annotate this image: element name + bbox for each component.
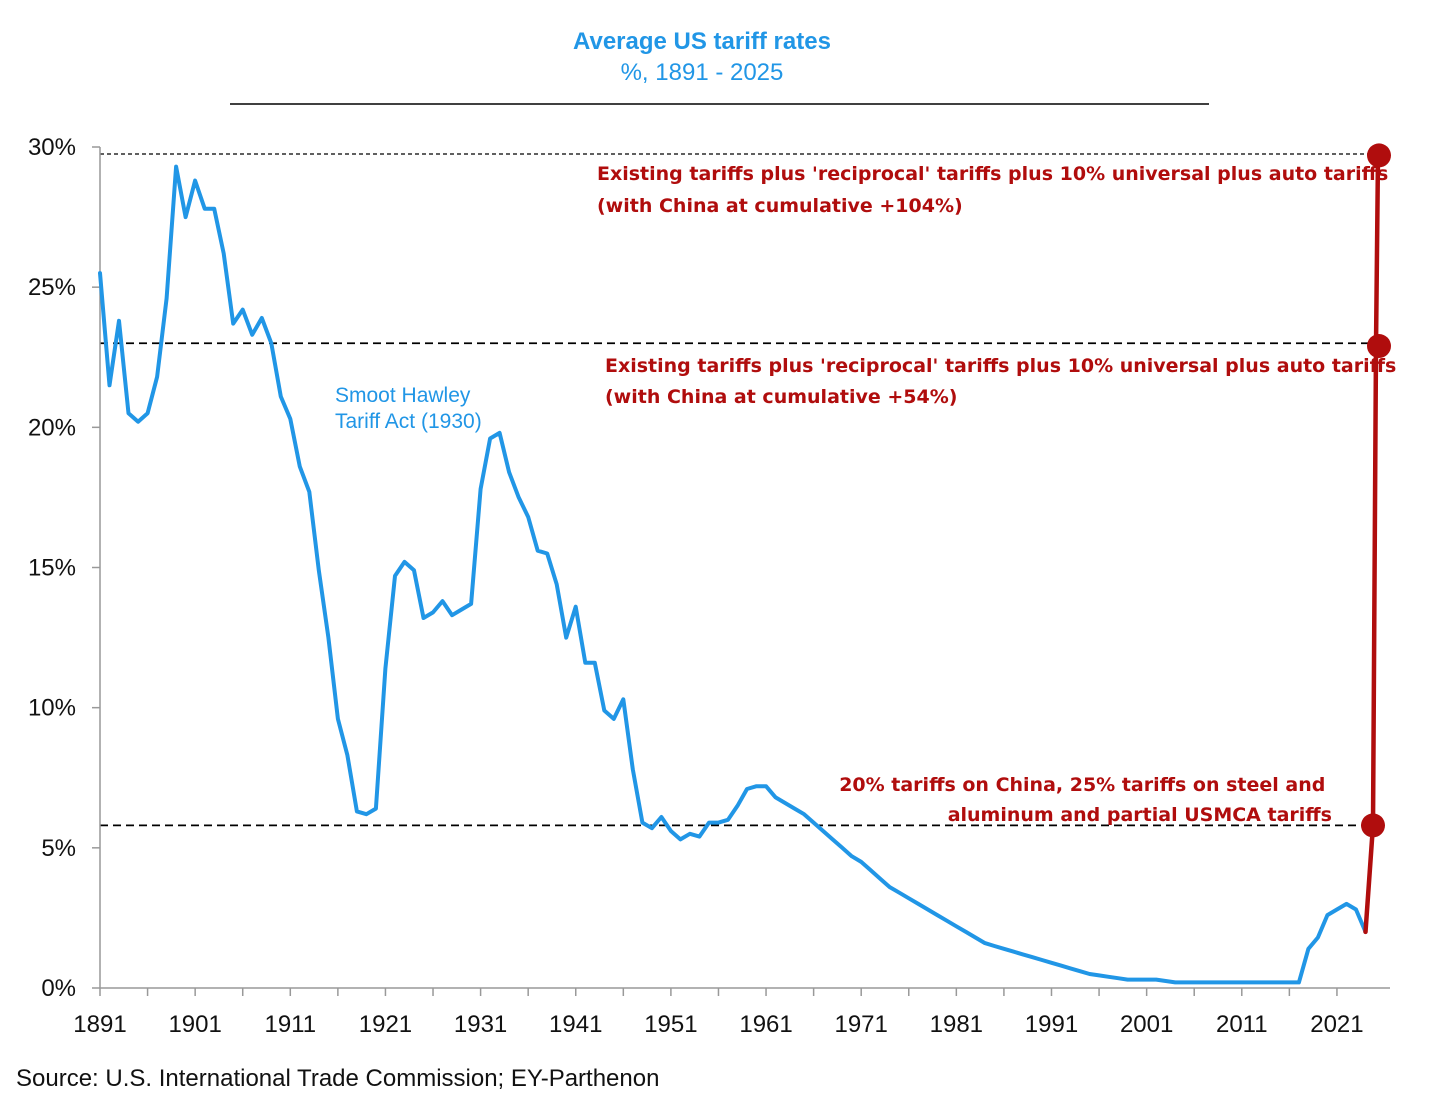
- y-tick-label: 20%: [28, 414, 76, 441]
- annotation-54-line-2: (with China at cumulative +54%): [605, 386, 957, 408]
- annotation-54-line-1: Existing tariffs plus 'reciprocal' tarif…: [605, 355, 1396, 377]
- annotation-104-line-1: Existing tariffs plus 'reciprocal' tarif…: [597, 163, 1388, 185]
- x-tick-label: 1951: [644, 1011, 697, 1038]
- annotation-smoot-hawley-line-1: Smoot Hawley: [335, 384, 471, 407]
- y-tick-label: 0%: [41, 975, 76, 1002]
- projection-marker: [1361, 813, 1385, 838]
- annotation-104: Existing tariffs plus 'reciprocal' tarif…: [597, 163, 1395, 217]
- x-tick-label: 2021: [1310, 1011, 1363, 1038]
- x-tick-label: 1931: [454, 1011, 507, 1038]
- tariff-history-line: [98, 164, 1368, 985]
- x-tick-label: 1941: [549, 1011, 602, 1038]
- chart-subtitle: %, 1891 - 2025: [621, 59, 784, 86]
- x-tick-label: 1991: [1025, 1011, 1078, 1038]
- y-tick-label: 30%: [28, 134, 76, 161]
- x-tick-label: 1971: [834, 1011, 887, 1038]
- series-markers: [1361, 143, 1391, 838]
- y-tick-label: 10%: [28, 695, 76, 722]
- x-tick-label: 1891: [73, 1011, 126, 1038]
- plot-series: [98, 153, 1381, 985]
- x-tick-label: 2011: [1216, 1011, 1268, 1038]
- annotation-smoot-hawley: Smoot Hawley Tariff Act (1930): [335, 384, 482, 433]
- annotation-china-steel-line-1: 20% tariffs on China, 25% tariffs on ste…: [839, 774, 1325, 796]
- y-tick-label: 25%: [28, 274, 76, 301]
- x-tick-label: 2001: [1120, 1011, 1173, 1038]
- chart-title: Average US tariff rates: [573, 28, 831, 55]
- y-tick-label: 5%: [41, 835, 76, 862]
- projection-marker: [1367, 143, 1391, 168]
- reference-lines: [100, 153, 1375, 827]
- projection-marker: [1367, 334, 1391, 359]
- annotation-104-line-2: (with China at cumulative +104%): [597, 195, 963, 217]
- x-tick-label: 1981: [930, 1011, 983, 1038]
- x-tick-label: 1911: [264, 1011, 316, 1038]
- tariff-projection-line: [1363, 153, 1381, 935]
- annotation-china-steel: 20% tariffs on China, 25% tariffs on ste…: [839, 774, 1332, 826]
- annotation-54: Existing tariffs plus 'reciprocal' tarif…: [605, 355, 1403, 408]
- y-axis: 0% 5% 10% 15% 20% 25% 30%: [28, 134, 100, 1002]
- annotations: Existing tariffs plus 'reciprocal' tarif…: [335, 163, 1403, 826]
- annotation-china-steel-line-2: aluminum and partial USMCA tariffs: [948, 804, 1332, 826]
- x-tick-label: 1901: [168, 1011, 221, 1038]
- annotation-smoot-hawley-line-2: Tariff Act (1930): [335, 410, 482, 433]
- x-tick-label: 1961: [739, 1011, 792, 1038]
- x-tick-label: 1921: [359, 1011, 412, 1038]
- y-tick-label: 15%: [28, 555, 76, 582]
- x-axis: 1891 1901 1911 1921 1931 1941 1951 1961 1971 1981…: [73, 988, 1364, 1038]
- source-note: Source: U.S. International Trade Commiss…: [16, 1065, 659, 1092]
